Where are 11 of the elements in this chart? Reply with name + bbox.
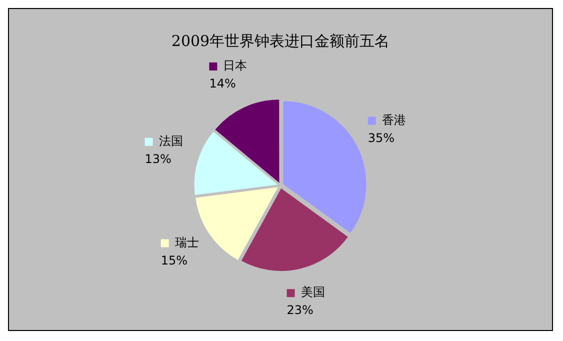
chart-title: 2009年世界钟表进口金额前五名 — [171, 32, 390, 50]
data-label: 13% — [144, 152, 172, 166]
data-label: 15% — [160, 253, 188, 268]
legend-label: 香港 — [382, 112, 406, 127]
legend-label: 法国 — [158, 134, 183, 148]
legend-label: 日本 — [223, 58, 248, 73]
data-label: 35% — [368, 130, 395, 145]
data-label: 14% — [209, 76, 236, 91]
legend-label: 美国 — [300, 285, 325, 300]
legend-label: 瑞士 — [174, 235, 199, 250]
data-label: 23% — [286, 303, 314, 318]
